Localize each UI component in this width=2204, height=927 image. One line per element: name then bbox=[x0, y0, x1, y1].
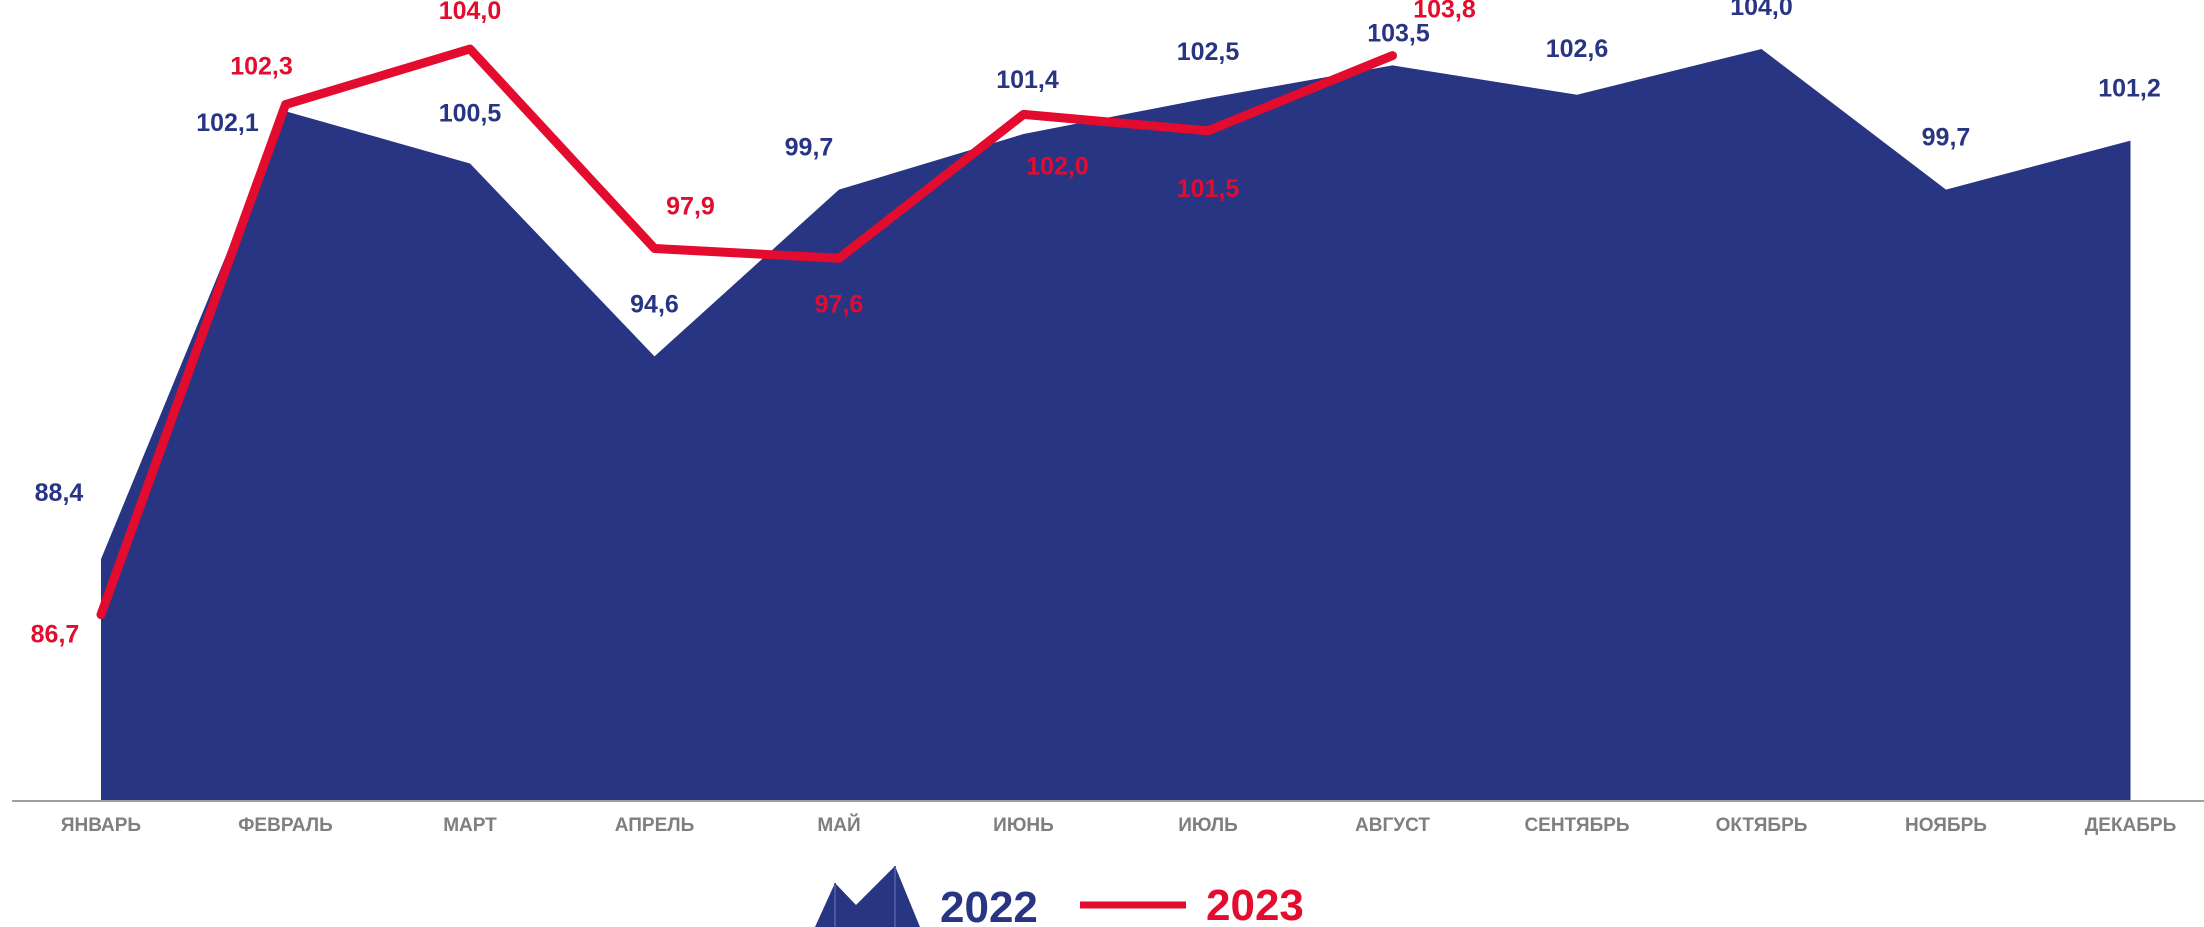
x-tick-label: ЯНВАРЬ bbox=[61, 815, 141, 836]
data-label-2022: 102,6 bbox=[1546, 35, 1609, 63]
legend-item-2023: 2023 bbox=[1080, 881, 1304, 927]
data-label-2022: 102,5 bbox=[1177, 38, 1240, 66]
x-axis-tick-labels: ЯНВАРЬ ФЕВРАЛЬ МАРТ АПРЕЛЬ МАЙ ИЮНЬ ИЮЛЬ АВГУСТ… bbox=[61, 814, 2176, 836]
data-label-2022: 99,7 bbox=[1922, 124, 1971, 152]
x-tick-label: ИЮНЬ bbox=[993, 815, 1054, 836]
data-label-2022: 94,6 bbox=[630, 290, 679, 318]
x-tick-label: ФЕВРАЛЬ bbox=[238, 815, 333, 836]
x-tick-label: ОКТЯБРЬ bbox=[1716, 815, 1808, 836]
data-label-2023: 104,0 bbox=[439, 0, 502, 25]
data-label-2022: 88,4 bbox=[35, 479, 84, 507]
area-layer-2022 bbox=[101, 49, 2131, 801]
data-label-2022: 100,5 bbox=[439, 100, 502, 128]
x-tick-label: АВГУСТ bbox=[1355, 815, 1430, 836]
data-labels-2022: 88,4 102,1 100,5 94,6 99,7 101,4 102,5 103,5 102… bbox=[35, 0, 2161, 507]
x-tick-label: МАРТ bbox=[443, 815, 497, 836]
x-tick-label: ДЕКАБРЬ bbox=[2085, 815, 2177, 836]
x-tick-label: АПРЕЛЬ bbox=[615, 815, 694, 836]
legend-label-2023: 2023 bbox=[1206, 881, 1304, 927]
data-label-2023: 103,8 bbox=[1413, 0, 1476, 24]
data-label-2023: 97,9 bbox=[666, 193, 715, 221]
data-labels-2023: 86,7 102,3 104,0 97,9 97,6 102,0 101,5 103,8 bbox=[31, 0, 1476, 649]
data-label-2022: 104,0 bbox=[1730, 0, 1793, 21]
data-label-2023: 102,3 bbox=[230, 53, 293, 81]
data-label-2023: 102,0 bbox=[1026, 152, 1089, 180]
x-tick-label: ИЮЛЬ bbox=[1178, 815, 1238, 836]
data-label-2023: 86,7 bbox=[31, 621, 80, 649]
legend: 2022 2023 bbox=[815, 866, 1304, 927]
data-label-2023: 97,6 bbox=[815, 290, 864, 318]
legend-item-2022: 2022 bbox=[815, 866, 1038, 927]
legend-area-icon bbox=[815, 866, 920, 927]
data-label-2022: 101,4 bbox=[996, 66, 1059, 94]
data-label-2022: 103,5 bbox=[1367, 19, 1430, 47]
data-label-2023: 101,5 bbox=[1177, 175, 1240, 203]
line-layer-2023 bbox=[96, 44, 1397, 620]
data-label-2022: 101,2 bbox=[2098, 75, 2161, 103]
area-2022 bbox=[101, 49, 2131, 801]
line-2023 bbox=[96, 44, 1397, 620]
x-tick-label: СЕНТЯБРЬ bbox=[1524, 815, 1629, 836]
x-tick-label: МАЙ bbox=[817, 814, 860, 836]
legend-label-2022: 2022 bbox=[940, 883, 1038, 927]
data-label-2022: 102,1 bbox=[196, 109, 259, 137]
data-label-2022: 99,7 bbox=[785, 134, 834, 162]
x-tick-label: НОЯБРЬ bbox=[1905, 815, 1987, 836]
